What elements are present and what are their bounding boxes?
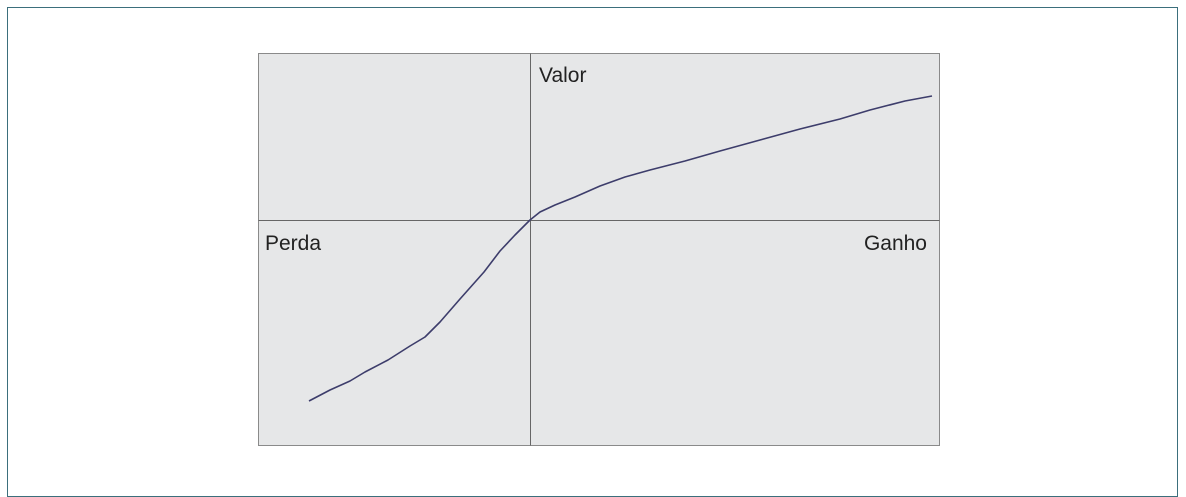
gain-label: Ganho — [864, 232, 927, 255]
page: Valor Perda Ganho (() => { const data = … — [7, 7, 1178, 497]
y-axis-label: Valor — [539, 64, 586, 87]
plot-area — [258, 53, 940, 446]
value-curve — [308, 95, 933, 402]
diagram: Valor Perda Ganho — [258, 53, 940, 446]
loss-label: Perda — [265, 232, 321, 255]
